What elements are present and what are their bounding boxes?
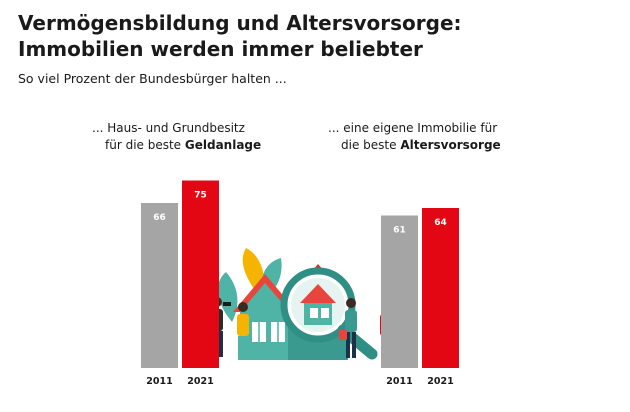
left-caption-bold: Geldanlage — [184, 138, 262, 152]
year-labels-layer: 2011 2021 2011 2021 — [146, 376, 453, 387]
bar-chart2-2021 — [422, 208, 459, 368]
value-label-chart2-2021: 64 — [434, 218, 447, 228]
chart-title: Vermögensbildung und Altersvorsorge: Imm… — [18, 10, 608, 62]
year-label-chart2-2021: 2021 — [427, 376, 453, 387]
left-chart-caption: ... Haus- und Grundbesitz für die beste … — [92, 120, 261, 154]
bars-layer — [141, 180, 459, 368]
right-caption-line-1: ... eine eigene Immobilie für — [328, 121, 498, 135]
bar-chart1-2011 — [141, 203, 178, 368]
year-label-chart1-2011: 2011 — [146, 376, 172, 387]
right-chart-caption: ... eine eigene Immobilie für die beste … — [328, 120, 501, 154]
left-caption-line-1: ... Haus- und Grundbesitz — [92, 121, 245, 135]
year-label-chart1-2021: 2021 — [187, 376, 213, 387]
value-label-chart1-2011: 66 — [153, 213, 166, 223]
chart-title-line-1: Vermögensbildung und Altersvorsorge: — [18, 11, 462, 35]
bar-chart1-2021 — [182, 180, 219, 368]
year-label-chart2-2011: 2011 — [386, 376, 412, 387]
value-label-chart2-2011: 61 — [393, 226, 406, 236]
chart-title-line-2: Immobilien werden immer beliebter — [18, 37, 423, 61]
value-labels-layer: 66 75 61 64 — [153, 191, 447, 236]
value-label-chart1-2021: 75 — [194, 191, 207, 201]
right-caption-prefix: die beste — [341, 138, 401, 152]
right-caption-bold: Altersvorsorge — [400, 138, 501, 152]
right-caption-line-2: die beste Altersvorsorge — [328, 137, 501, 154]
chart-subtitle: So viel Prozent der Bundesbürger halten … — [18, 71, 287, 86]
house-magnifier-people-illustration — [211, 248, 392, 360]
left-caption-line-2: für die beste Geldanlage — [92, 137, 261, 154]
left-caption-prefix: für die beste — [105, 138, 185, 152]
bar-chart2-2011 — [381, 215, 418, 368]
